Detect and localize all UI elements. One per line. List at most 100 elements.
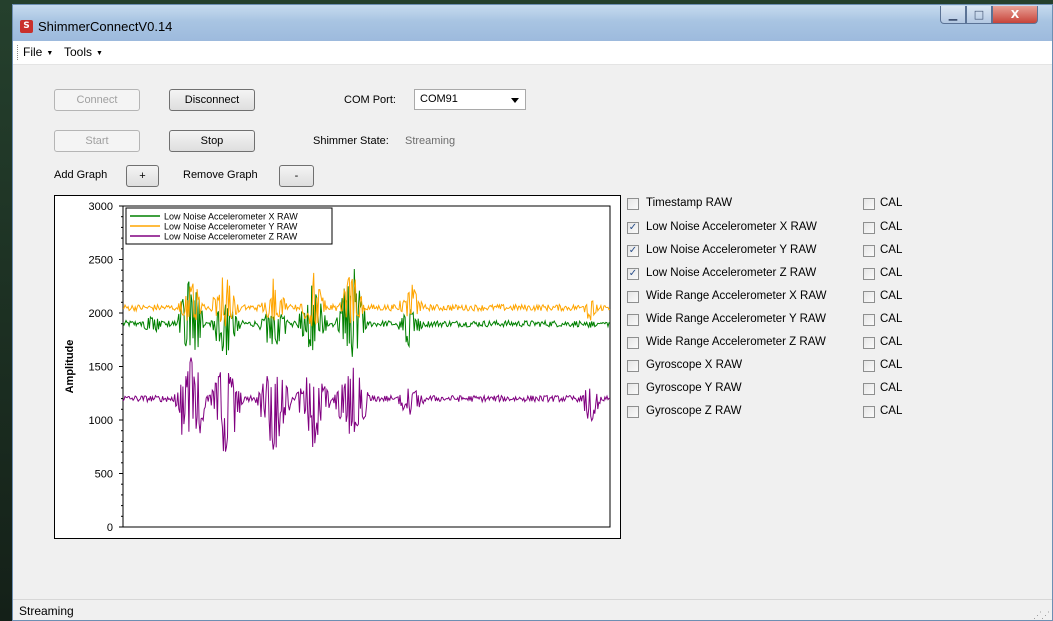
shimmer-state-value: Streaming bbox=[405, 135, 456, 147]
cal-row: CAL bbox=[863, 336, 923, 352]
remove-graph-label: Remove Graph bbox=[183, 169, 258, 181]
signal-row: Wide Range Accelerometer Y RAW bbox=[627, 313, 837, 329]
y-tick-label: 500 bbox=[95, 469, 113, 481]
signal-checkbox[interactable] bbox=[627, 314, 639, 326]
check-icon: ✓ bbox=[628, 222, 638, 233]
signal-label: Low Noise Accelerometer X RAW bbox=[646, 221, 817, 233]
signal-row: ✓ Low Noise Accelerometer Z RAW bbox=[627, 267, 837, 283]
cal-checkbox[interactable] bbox=[863, 406, 875, 418]
signal-row: ✓ Low Noise Accelerometer Y RAW bbox=[627, 244, 837, 260]
cal-label: CAL bbox=[880, 244, 903, 256]
signal-checkbox[interactable]: ✓ bbox=[627, 245, 639, 257]
signal-checkbox[interactable] bbox=[627, 406, 639, 418]
cal-checkbox[interactable] bbox=[863, 268, 875, 280]
menu-tools-label: Tools bbox=[64, 45, 93, 59]
series-line bbox=[122, 268, 611, 357]
connect-button[interactable]: Connect bbox=[54, 89, 140, 111]
signal-checkbox[interactable] bbox=[627, 337, 639, 349]
cal-row: CAL bbox=[863, 405, 923, 421]
add-graph-button[interactable]: + bbox=[126, 165, 159, 187]
chevron-down-icon: ▼ bbox=[96, 50, 103, 57]
status-text: Streaming bbox=[19, 604, 74, 618]
cal-label: CAL bbox=[880, 313, 903, 325]
y-tick-label: 2500 bbox=[89, 255, 113, 267]
shimmer-state-label: Shimmer State: bbox=[313, 135, 389, 147]
legend-box bbox=[125, 207, 333, 245]
cal-row: CAL bbox=[863, 382, 923, 398]
cal-row: CAL bbox=[863, 359, 923, 375]
signal-checkbox[interactable]: ✓ bbox=[627, 222, 639, 234]
signal-checkbox[interactable] bbox=[627, 198, 639, 210]
menu-bar: File ▼ Tools ▼ bbox=[13, 41, 1052, 65]
legend-entry: Low Noise Accelerometer Y RAW bbox=[164, 222, 298, 232]
legend-entry: Low Noise Accelerometer Z RAW bbox=[164, 232, 298, 242]
minimize-button[interactable]: ▁ bbox=[940, 6, 966, 24]
signal-label: Gyroscope X RAW bbox=[646, 359, 743, 371]
menu-file[interactable]: File ▼ bbox=[23, 45, 53, 59]
stop-button[interactable]: Stop bbox=[169, 130, 255, 152]
cal-checkbox[interactable] bbox=[863, 291, 875, 303]
cal-row: CAL bbox=[863, 244, 923, 260]
cal-checkbox[interactable] bbox=[863, 198, 875, 210]
cal-checkbox[interactable] bbox=[863, 360, 875, 372]
signal-label: Low Noise Accelerometer Z RAW bbox=[646, 267, 817, 279]
cal-label: CAL bbox=[880, 405, 903, 417]
chart-svg: 0 500 1000 1500 2000 2500 3000 Amplitude Low No… bbox=[64, 201, 611, 534]
cal-checkbox[interactable] bbox=[863, 245, 875, 257]
cal-row: CAL bbox=[863, 267, 923, 283]
y-tick-label: 0 bbox=[107, 522, 113, 534]
cal-checkbox[interactable] bbox=[863, 337, 875, 349]
signal-label: Timestamp RAW bbox=[646, 197, 733, 209]
cal-label: CAL bbox=[880, 336, 903, 348]
cal-row: CAL bbox=[863, 197, 923, 213]
signal-row: Gyroscope Z RAW bbox=[627, 405, 837, 421]
menu-tools[interactable]: Tools ▼ bbox=[64, 45, 103, 59]
signal-row: Timestamp RAW bbox=[627, 197, 837, 213]
legend-entry: Low Noise Accelerometer X RAW bbox=[164, 212, 298, 222]
cal-row: CAL bbox=[863, 313, 923, 329]
chevron-down-icon: ▼ bbox=[46, 50, 54, 57]
y-tick-label: 2000 bbox=[89, 308, 113, 320]
signal-checkbox[interactable]: ✓ bbox=[627, 268, 639, 280]
cal-checkbox[interactable] bbox=[863, 314, 875, 326]
signal-row: Gyroscope X RAW bbox=[627, 359, 837, 375]
signal-row: Wide Range Accelerometer Z RAW bbox=[627, 336, 837, 352]
title-bar[interactable]: S ShimmerConnectV0.14 ▁ □ X bbox=[13, 5, 1052, 41]
app-window: S ShimmerConnectV0.14 ▁ □ X File ▼ Tools ▼… bbox=[12, 4, 1053, 621]
maximize-button[interactable]: □ bbox=[966, 6, 992, 24]
signal-label: Low Noise Accelerometer Y RAW bbox=[646, 244, 817, 256]
cal-checkbox[interactable] bbox=[863, 222, 875, 234]
series-line bbox=[122, 272, 611, 327]
signal-row: ✓ Low Noise Accelerometer X RAW bbox=[627, 221, 837, 237]
start-button[interactable]: Start bbox=[54, 130, 140, 152]
signal-checkbox[interactable] bbox=[627, 360, 639, 372]
cal-label: CAL bbox=[880, 267, 903, 279]
chart-series bbox=[122, 268, 611, 452]
signal-label: Wide Range Accelerometer Z RAW bbox=[646, 336, 826, 348]
check-icon: ✓ bbox=[628, 268, 638, 279]
signal-chart: 0 500 1000 1500 2000 2500 3000 Amplitude Low No… bbox=[54, 195, 621, 539]
chevron-down-icon bbox=[511, 98, 519, 103]
cal-checkbox[interactable] bbox=[863, 383, 875, 395]
signal-checkbox[interactable] bbox=[627, 383, 639, 395]
signal-label: Wide Range Accelerometer X RAW bbox=[646, 290, 827, 302]
window-title: ShimmerConnectV0.14 bbox=[38, 19, 173, 34]
status-bar: Streaming ⋰⋰ bbox=[13, 599, 1052, 620]
signal-checkbox[interactable] bbox=[627, 291, 639, 303]
disconnect-button[interactable]: Disconnect bbox=[169, 89, 255, 111]
app-icon: S bbox=[20, 20, 33, 33]
y-tick-label: 1500 bbox=[89, 362, 113, 374]
resize-grip-icon[interactable]: ⋰⋰ bbox=[1033, 610, 1050, 620]
signal-label: Gyroscope Y RAW bbox=[646, 382, 742, 394]
signal-row: Wide Range Accelerometer X RAW bbox=[627, 290, 837, 306]
cal-label: CAL bbox=[880, 197, 903, 209]
close-button[interactable]: X bbox=[992, 6, 1038, 24]
cal-label: CAL bbox=[880, 382, 903, 394]
series-line bbox=[122, 357, 611, 452]
cal-label: CAL bbox=[880, 359, 903, 371]
cal-label: CAL bbox=[880, 290, 903, 302]
y-tick-label: 3000 bbox=[89, 201, 113, 213]
remove-graph-button[interactable]: - bbox=[279, 165, 314, 187]
com-port-select[interactable]: COM91 bbox=[414, 89, 526, 110]
